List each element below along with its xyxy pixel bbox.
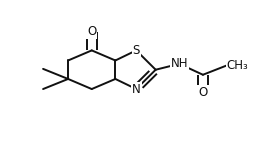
Text: O: O (198, 86, 208, 99)
Text: O: O (87, 25, 96, 38)
Text: S: S (133, 44, 140, 57)
Text: CH₃: CH₃ (227, 59, 248, 72)
Text: N: N (132, 82, 141, 96)
Text: NH: NH (171, 57, 188, 70)
